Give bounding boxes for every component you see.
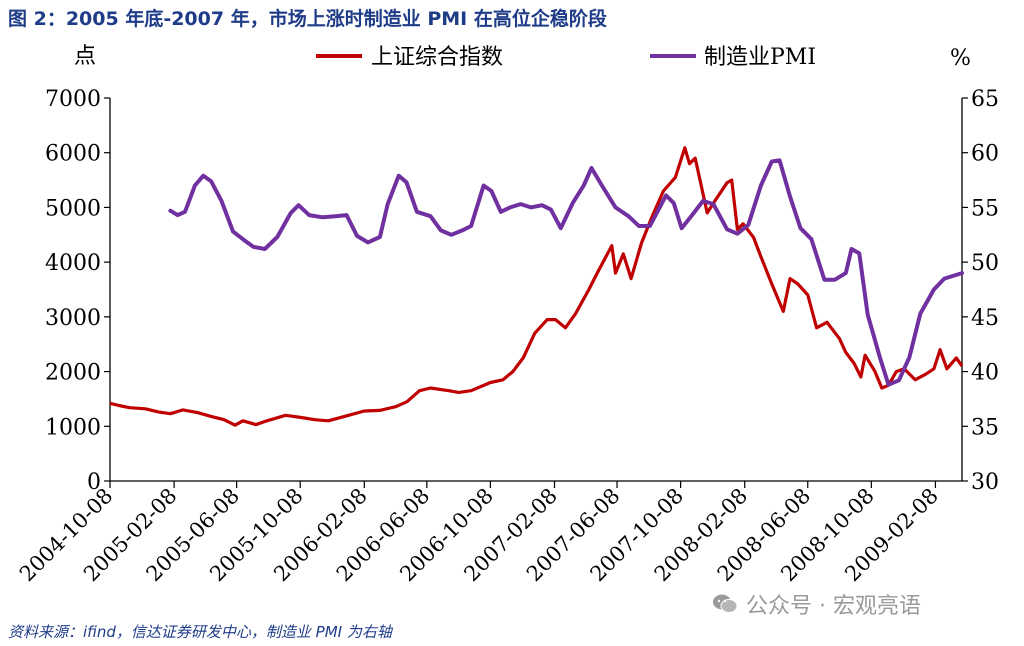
sse-index-line [109, 146, 964, 427]
left-axis-unit: 点 [74, 44, 96, 69]
left-tick-label: 6000 [45, 142, 101, 167]
left-tick-label: 7000 [45, 87, 101, 112]
right-tick-label: 55 [971, 196, 999, 221]
right-tick-label: 65 [971, 87, 999, 112]
pmi-line [168, 158, 964, 387]
right-tick-label: 30 [971, 470, 999, 495]
left-tick-label: 0 [87, 470, 101, 495]
right-tick-label: 40 [971, 361, 999, 386]
left-tick-label: 4000 [45, 251, 101, 276]
chart-legend: 上证综合指数 制造业PMI [316, 45, 816, 70]
right-tick-label: 35 [971, 415, 999, 440]
chart-series [109, 146, 964, 427]
right-tick-label: 60 [971, 142, 999, 167]
right-tick-label: 50 [971, 251, 999, 276]
chart-axes: 0 1000 2000 3000 4000 5000 6000 7000 30 35 40 45 50 5… [15, 44, 999, 586]
left-tick-label: 3000 [45, 306, 101, 331]
left-tick-label: 2000 [45, 361, 101, 386]
legend-label-sse: 上证综合指数 [371, 45, 503, 70]
right-tick-label: 45 [971, 306, 999, 331]
wechat-icon [713, 594, 738, 613]
legend-label-pmi: 制造业PMI [704, 45, 816, 70]
chart-title: 图 2：2005 年底-2007 年，市场上涨时制造业 PMI 在高位企稳阶段 [8, 8, 607, 30]
left-tick-label: 5000 [45, 196, 101, 221]
right-axis-unit: % [950, 46, 971, 71]
left-tick-label: 1000 [45, 415, 101, 440]
source-note: 资料来源：ifind，信达证券研发中心，制造业 PMI 为右轴 [8, 623, 392, 641]
watermark: 公众号 · 宏观亮语 [712, 588, 921, 620]
watermark-text: 公众号 · 宏观亮语 [746, 594, 921, 619]
